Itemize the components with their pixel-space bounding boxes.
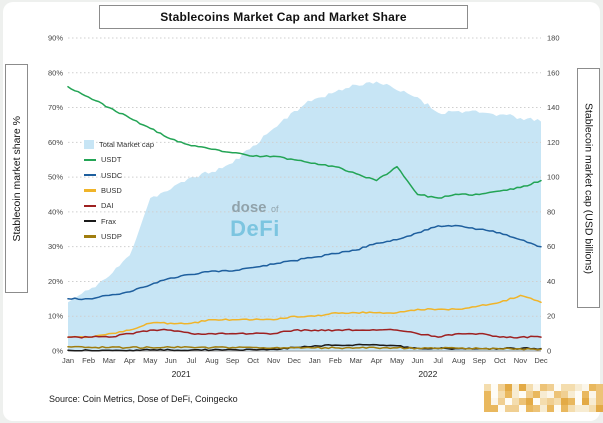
svg-text:180: 180: [547, 34, 560, 43]
pixelated-watermark: [484, 384, 603, 412]
svg-text:Jul: Jul: [433, 356, 443, 365]
watermark-line1: dose of: [210, 200, 300, 217]
right-axis-title-text: Stablecoin market cap (USD billions): [582, 102, 595, 274]
legend-item-usdp: USDP: [84, 229, 154, 244]
dose-of-defi-watermark: dose of DeFi: [210, 200, 300, 240]
legend-item-busd: BUSD: [84, 183, 154, 198]
svg-text:90%: 90%: [48, 34, 63, 43]
svg-text:Jan: Jan: [309, 356, 321, 365]
svg-text:40%: 40%: [48, 207, 63, 216]
svg-text:20%: 20%: [48, 277, 63, 286]
legend-swatch: [84, 204, 96, 208]
svg-text:May: May: [390, 356, 404, 365]
svg-text:120: 120: [547, 138, 560, 147]
svg-text:Dec: Dec: [534, 356, 548, 365]
svg-text:60%: 60%: [48, 138, 63, 147]
legend-item-usdt: USDT: [84, 152, 154, 167]
watermark-dose: dose: [231, 199, 267, 216]
legend-item-dai: DAI: [84, 198, 154, 213]
svg-text:Dec: Dec: [288, 356, 302, 365]
svg-text:Aug: Aug: [205, 356, 218, 365]
svg-text:40: 40: [547, 277, 555, 286]
legend-item-total-market-cap: Total Market cap: [84, 137, 154, 152]
legend-swatch: [84, 235, 96, 238]
svg-text:100: 100: [547, 173, 560, 182]
svg-text:Oct: Oct: [247, 356, 260, 365]
svg-text:50%: 50%: [48, 173, 63, 182]
svg-text:30%: 30%: [48, 242, 63, 251]
legend: Total Market cap USDT USDC BUSD DAI Frax USDP: [84, 137, 154, 244]
right-axis-title: Stablecoin market cap (USD billions): [577, 68, 600, 308]
svg-text:Nov: Nov: [267, 356, 281, 365]
svg-text:Aug: Aug: [452, 356, 465, 365]
svg-text:Oct: Oct: [494, 356, 507, 365]
legend-swatch: [84, 173, 96, 177]
svg-text:80: 80: [547, 207, 555, 216]
legend-item-frax: Frax: [84, 213, 154, 228]
svg-text:160: 160: [547, 68, 560, 77]
svg-text:Apr: Apr: [371, 356, 383, 365]
svg-text:Mar: Mar: [349, 356, 362, 365]
svg-text:Feb: Feb: [329, 356, 342, 365]
source-text: Source: Coin Metrics, Dose of DeFi, Coin…: [49, 394, 238, 404]
svg-text:Feb: Feb: [82, 356, 95, 365]
svg-text:2021: 2021: [172, 369, 191, 379]
svg-text:10%: 10%: [48, 312, 63, 321]
legend-swatch: [84, 140, 94, 150]
legend-swatch: [84, 219, 96, 223]
legend-swatch: [84, 158, 96, 162]
legend-item-usdc: USDC: [84, 168, 154, 183]
svg-text:Jan: Jan: [62, 356, 74, 365]
legend-label: DAI: [101, 201, 114, 211]
svg-text:Jun: Jun: [165, 356, 177, 365]
legend-label: Frax: [101, 216, 116, 226]
svg-text:Sep: Sep: [473, 356, 486, 365]
legend-label: BUSD: [101, 186, 122, 196]
svg-text:Nov: Nov: [514, 356, 528, 365]
svg-text:20: 20: [547, 312, 555, 321]
watermark-defi: DeFi: [230, 215, 280, 241]
svg-text:Mar: Mar: [103, 356, 116, 365]
svg-text:60: 60: [547, 242, 555, 251]
watermark-of: of: [270, 204, 279, 214]
left-axis-title: Stablecoin market share %: [5, 64, 28, 293]
svg-text:80%: 80%: [48, 68, 63, 77]
legend-swatch: [84, 189, 96, 192]
svg-text:140: 140: [547, 103, 560, 112]
svg-text:70%: 70%: [48, 103, 63, 112]
svg-text:0: 0: [547, 347, 551, 356]
svg-text:Jun: Jun: [412, 356, 424, 365]
svg-text:2022: 2022: [418, 369, 437, 379]
legend-label: USDP: [101, 231, 122, 241]
svg-text:May: May: [143, 356, 157, 365]
svg-text:Apr: Apr: [124, 356, 136, 365]
legend-label: USDC: [101, 170, 123, 180]
legend-label: Total Market cap: [99, 140, 155, 150]
left-axis-title-text: Stablecoin market share %: [10, 115, 23, 242]
chart-title: Stablecoins Market Cap and Market Share: [99, 5, 468, 29]
svg-text:Sep: Sep: [226, 356, 239, 365]
svg-text:0%: 0%: [52, 347, 63, 356]
legend-label: USDT: [101, 155, 122, 165]
svg-text:Jul: Jul: [187, 356, 197, 365]
